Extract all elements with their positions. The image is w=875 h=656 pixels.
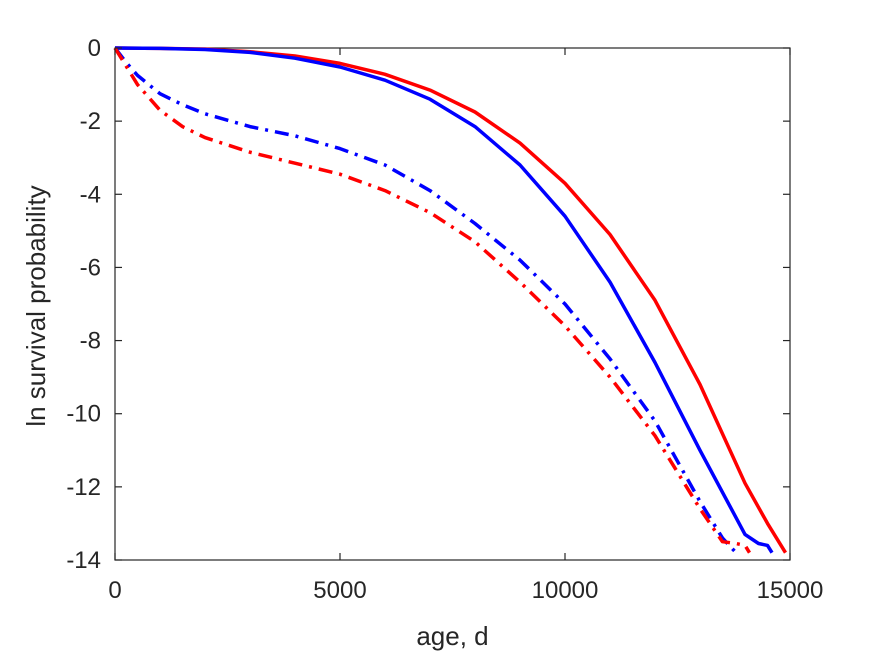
y-tick-label: -10 bbox=[66, 401, 101, 428]
y-tick-label: -12 bbox=[66, 474, 101, 501]
x-tick-label: 5000 bbox=[313, 577, 366, 604]
x-axis-label: age, d bbox=[416, 621, 488, 651]
series-line-2 bbox=[114, 46, 774, 554]
x-tick-label: 15000 bbox=[757, 577, 824, 604]
series-line-3 bbox=[113, 46, 738, 554]
y-tick-label: -6 bbox=[80, 254, 101, 281]
y-tick-label: 0 bbox=[88, 35, 101, 62]
series-lines bbox=[113, 46, 787, 554]
x-tick-label: 0 bbox=[108, 577, 121, 604]
y-tick-label: -8 bbox=[80, 328, 101, 355]
y-axis-label: ln survival probability bbox=[21, 185, 51, 426]
axes-box bbox=[114, 47, 791, 561]
plot-area bbox=[114, 47, 791, 561]
x-tick-label: 10000 bbox=[532, 577, 599, 604]
series-line-4 bbox=[113, 47, 751, 554]
y-tick-label: -2 bbox=[80, 108, 101, 135]
y-tick-label: -4 bbox=[80, 181, 101, 208]
y-axis-ticks: 0 -2 -4 -6 -8 -10 -12 -14 bbox=[66, 35, 790, 574]
x-axis-ticks: 0 5000 10000 15000 bbox=[108, 48, 823, 604]
y-tick-label: -14 bbox=[66, 547, 101, 574]
